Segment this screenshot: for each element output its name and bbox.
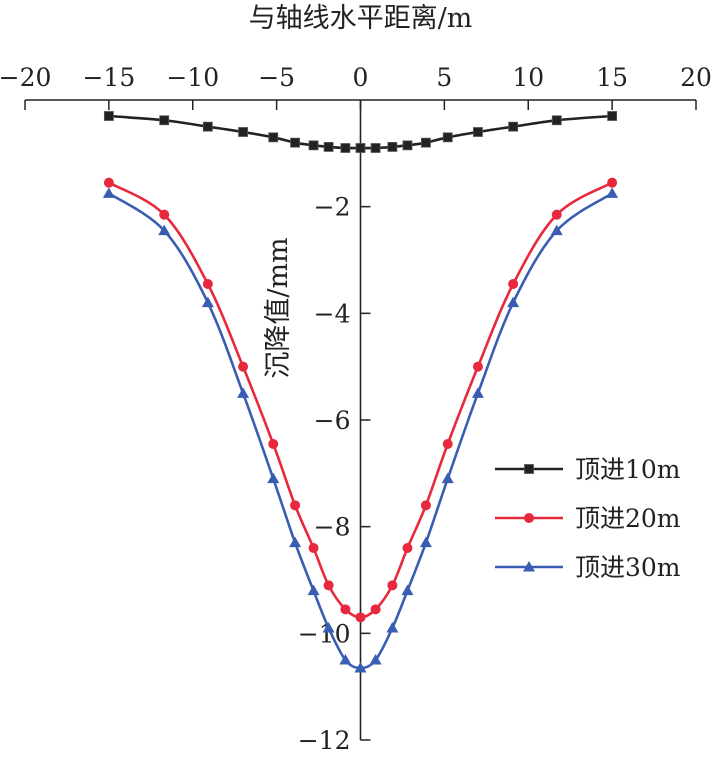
data-point — [202, 121, 213, 132]
x-tick-label: −10 — [166, 63, 219, 92]
data-point — [441, 472, 454, 484]
x-tick-label: −20 — [0, 63, 51, 92]
x-tick-label: 20 — [680, 63, 712, 92]
data-point — [606, 187, 619, 198]
data-point — [159, 115, 170, 126]
data-point — [102, 187, 115, 198]
series-layer — [102, 111, 619, 673]
x-tick-label: −15 — [82, 63, 135, 92]
data-point — [323, 580, 334, 591]
data-point — [340, 604, 351, 615]
x-tick-label: 15 — [596, 63, 628, 92]
x-tick-label: −5 — [258, 63, 295, 92]
data-point — [607, 177, 618, 188]
legend-label: 顶进20m — [575, 504, 681, 533]
x-tick-label: 10 — [512, 63, 544, 92]
data-point — [421, 137, 431, 148]
data-point — [551, 209, 562, 220]
data-point — [238, 127, 248, 137]
data-point — [473, 127, 483, 137]
data-point — [355, 612, 366, 623]
y-tick-label: −6 — [314, 406, 351, 435]
data-point — [508, 279, 519, 289]
data-point — [322, 622, 335, 633]
data-point — [401, 584, 414, 596]
y-tick-label: −2 — [314, 193, 351, 222]
x-axis-title: 与轴线水平距离/m — [249, 3, 473, 34]
data-point — [442, 439, 453, 449]
data-point — [238, 361, 249, 372]
data-point — [290, 500, 301, 511]
data-point — [201, 296, 214, 308]
data-point — [419, 536, 432, 548]
data-point — [607, 111, 618, 121]
legend-label: 顶进10m — [575, 455, 681, 484]
data-point — [402, 543, 413, 553]
data-point — [508, 121, 519, 132]
data-point — [290, 137, 300, 148]
data-point — [402, 140, 413, 151]
legend-label: 顶进30m — [575, 553, 681, 582]
legend-item: 顶进20m — [495, 504, 681, 533]
data-point — [323, 142, 334, 152]
legend-marker — [524, 513, 534, 523]
data-point — [386, 622, 399, 633]
data-point — [267, 472, 280, 484]
series-3 — [102, 187, 619, 673]
data-point — [308, 543, 319, 553]
data-point — [103, 177, 114, 188]
data-point — [354, 662, 367, 673]
data-point — [507, 296, 520, 308]
legend-marker — [524, 464, 534, 474]
data-point — [442, 132, 453, 143]
y-tick-label: −12 — [298, 726, 351, 755]
legend-item: 顶进10m — [495, 455, 681, 484]
series-1 — [103, 111, 618, 153]
x-tick-label: 5 — [436, 63, 452, 92]
data-point — [237, 387, 250, 398]
y-axis-title: 沉降值/mm — [263, 237, 294, 378]
data-point — [370, 604, 381, 615]
data-point — [268, 132, 279, 143]
data-point — [308, 140, 319, 151]
data-point — [370, 143, 381, 153]
data-point — [551, 115, 562, 126]
y-tick-label: −10 — [298, 619, 351, 648]
legend-item: 顶进30m — [495, 553, 681, 582]
data-point — [420, 500, 431, 511]
data-point — [387, 142, 398, 152]
data-point — [340, 143, 351, 153]
data-point — [159, 209, 170, 220]
data-point — [355, 143, 366, 153]
data-point — [387, 580, 398, 591]
data-point — [202, 279, 213, 289]
x-axis: −20 −15 −10 −5 0 5 10 15 20 — [0, 63, 712, 110]
data-point — [158, 224, 171, 236]
data-point — [307, 584, 320, 596]
data-point — [471, 387, 484, 398]
y-axis: −2 −4 −6 −8 −10 −12 — [298, 100, 371, 755]
data-point — [472, 361, 483, 372]
legend-marker — [523, 561, 535, 572]
data-point — [339, 654, 352, 665]
x-tick-label: 0 — [353, 63, 369, 92]
legend: 顶进10m 顶进20m 顶进30m — [495, 455, 681, 582]
y-tick-label: −4 — [314, 299, 351, 328]
data-point — [289, 536, 302, 548]
data-point — [103, 111, 114, 121]
data-point — [268, 439, 279, 449]
y-tick-label: −8 — [314, 513, 351, 542]
series-2 — [103, 177, 618, 623]
data-point — [550, 224, 563, 236]
data-point — [369, 654, 382, 665]
